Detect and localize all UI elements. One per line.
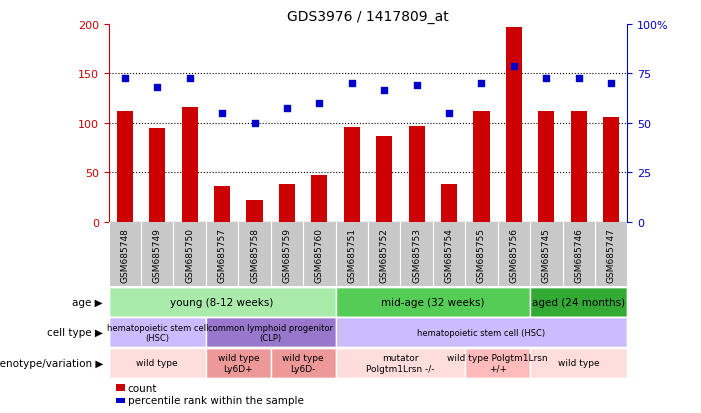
Text: common lymphoid progenitor
(CLP): common lymphoid progenitor (CLP) [208, 323, 333, 342]
Point [379, 88, 390, 94]
Text: GSM685750: GSM685750 [185, 227, 194, 282]
Text: wild type
Ly6D-: wild type Ly6D- [283, 354, 324, 373]
Point [151, 85, 163, 91]
Bar [149, 128, 165, 222]
Text: GSM685745: GSM685745 [542, 227, 551, 282]
Text: age ▶: age ▶ [72, 297, 103, 307]
Bar [182, 108, 198, 222]
Text: young (8-12 weeks): young (8-12 weeks) [170, 297, 274, 307]
Bar [409, 126, 425, 222]
Bar [465, 348, 530, 378]
Bar [336, 287, 530, 317]
Text: GSM685758: GSM685758 [250, 227, 259, 282]
Point [573, 76, 585, 82]
Bar [336, 348, 465, 378]
Bar [117, 112, 133, 222]
Text: GSM685756: GSM685756 [510, 227, 519, 282]
Bar [343, 128, 360, 222]
Text: GSM685754: GSM685754 [444, 227, 454, 282]
Text: genotype/variation ▶: genotype/variation ▶ [0, 358, 103, 368]
Text: mid-age (32 weeks): mid-age (32 weeks) [381, 297, 484, 307]
Bar [473, 112, 489, 222]
Text: hematopoietic stem cell
(HSC): hematopoietic stem cell (HSC) [107, 323, 208, 342]
Text: GSM685759: GSM685759 [283, 227, 292, 282]
Bar [214, 187, 230, 222]
Bar [206, 318, 336, 347]
Bar [538, 112, 554, 222]
Text: wild type
Ly6D+: wild type Ly6D+ [217, 354, 259, 373]
Point [281, 105, 292, 112]
Text: GSM685747: GSM685747 [606, 227, 615, 282]
Point [540, 76, 552, 82]
Bar [109, 348, 206, 378]
Bar [206, 348, 271, 378]
Bar [279, 185, 295, 222]
Text: wild type: wild type [137, 358, 178, 368]
Bar [336, 318, 627, 347]
Point [217, 110, 228, 117]
Bar [247, 200, 263, 222]
Text: GSM685751: GSM685751 [347, 227, 356, 282]
Text: wild type Polgtm1Lrsn
+/+: wild type Polgtm1Lrsn +/+ [447, 354, 548, 373]
Text: wild type: wild type [558, 358, 599, 368]
Bar [506, 28, 522, 222]
Point [119, 76, 130, 82]
Bar [376, 136, 393, 222]
Text: mutator
Polgtm1Lrsn -/-: mutator Polgtm1Lrsn -/- [366, 354, 435, 373]
Bar [109, 287, 336, 317]
Text: GSM685760: GSM685760 [315, 227, 324, 282]
Bar [109, 318, 206, 347]
Bar [311, 176, 327, 222]
Bar [571, 112, 587, 222]
Text: GSM685752: GSM685752 [380, 227, 389, 282]
Point [184, 76, 196, 82]
Point [249, 120, 260, 127]
Text: GSM685757: GSM685757 [217, 227, 226, 282]
Bar [603, 118, 619, 222]
Text: GSM685748: GSM685748 [121, 227, 130, 282]
Point [476, 81, 487, 87]
Text: count: count [128, 383, 157, 393]
Bar [530, 287, 627, 317]
Text: hematopoietic stem cell (HSC): hematopoietic stem cell (HSC) [417, 328, 545, 337]
Point [411, 83, 422, 89]
Point [444, 110, 455, 117]
Point [606, 81, 617, 87]
Title: GDS3976 / 1417809_at: GDS3976 / 1417809_at [287, 10, 449, 24]
Point [346, 81, 358, 87]
Text: GSM685753: GSM685753 [412, 227, 421, 282]
Text: GSM685746: GSM685746 [574, 227, 583, 282]
Point [508, 64, 519, 71]
Bar [530, 348, 627, 378]
Text: GSM685755: GSM685755 [477, 227, 486, 282]
Text: GSM685749: GSM685749 [153, 227, 162, 282]
Text: cell type ▶: cell type ▶ [47, 328, 103, 337]
Text: aged (24 months): aged (24 months) [532, 297, 625, 307]
Bar [441, 185, 457, 222]
Text: percentile rank within the sample: percentile rank within the sample [128, 395, 304, 405]
Point [314, 100, 325, 107]
Bar [271, 348, 336, 378]
